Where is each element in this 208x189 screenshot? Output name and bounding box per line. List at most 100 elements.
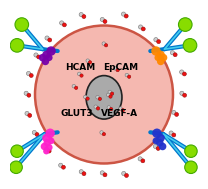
Circle shape [125,73,129,77]
Circle shape [44,147,48,151]
Circle shape [42,51,51,59]
Circle shape [157,134,165,142]
Circle shape [125,174,129,177]
Circle shape [11,145,23,157]
Circle shape [109,95,112,98]
Circle shape [80,74,83,77]
Circle shape [42,134,51,142]
Circle shape [169,131,173,135]
Circle shape [153,137,159,144]
Circle shape [45,129,55,138]
Circle shape [46,144,53,151]
Circle shape [106,93,110,97]
Circle shape [100,17,104,22]
Circle shape [124,14,128,18]
Circle shape [88,61,92,64]
Circle shape [170,51,175,55]
Circle shape [185,145,197,157]
Circle shape [157,40,161,44]
Circle shape [178,18,192,31]
Circle shape [153,144,157,149]
Circle shape [48,137,54,144]
Circle shape [141,159,145,163]
Circle shape [35,132,39,136]
Circle shape [104,44,108,47]
Circle shape [151,46,161,56]
Circle shape [160,54,167,61]
Text: EpCAM: EpCAM [103,63,139,72]
Circle shape [172,110,176,115]
Circle shape [86,59,89,62]
Circle shape [103,19,107,23]
Circle shape [96,95,99,99]
Circle shape [43,148,50,154]
Circle shape [42,58,49,65]
Text: HCAM: HCAM [65,63,95,72]
Circle shape [185,161,197,174]
Circle shape [59,21,64,25]
Circle shape [26,71,31,76]
Circle shape [172,133,176,137]
Circle shape [43,139,51,146]
Circle shape [108,90,111,94]
Circle shape [100,131,103,134]
Circle shape [46,54,53,61]
Circle shape [62,23,66,27]
Circle shape [37,55,41,59]
Circle shape [47,149,51,153]
Circle shape [102,132,105,136]
Circle shape [107,106,111,109]
Circle shape [86,97,89,100]
Circle shape [59,163,63,167]
Circle shape [41,143,48,150]
Circle shape [180,70,184,74]
Circle shape [103,173,107,177]
Circle shape [46,46,56,56]
Circle shape [82,172,86,176]
Circle shape [157,58,165,65]
Circle shape [183,93,187,97]
Circle shape [155,54,161,61]
Circle shape [61,165,65,169]
Circle shape [141,27,145,31]
Circle shape [79,170,83,174]
Circle shape [39,54,46,61]
Circle shape [128,75,131,78]
Circle shape [84,95,87,99]
Circle shape [139,25,143,29]
Circle shape [180,91,184,95]
Circle shape [32,130,36,135]
Circle shape [173,53,177,57]
Circle shape [152,129,162,138]
Circle shape [29,74,33,77]
Circle shape [102,42,105,45]
Circle shape [121,12,126,16]
Circle shape [119,107,122,110]
Circle shape [72,84,76,88]
Circle shape [116,68,119,72]
Circle shape [154,38,158,42]
Circle shape [183,39,197,52]
Circle shape [175,112,178,116]
Circle shape [122,171,126,176]
Circle shape [48,38,52,42]
Circle shape [110,92,114,95]
Circle shape [35,26,173,163]
Circle shape [25,111,29,115]
Text: GLUT3: GLUT3 [60,109,93,118]
Circle shape [15,18,28,31]
Circle shape [96,107,100,110]
Circle shape [34,53,38,57]
Circle shape [98,97,102,101]
Circle shape [182,72,186,76]
Circle shape [156,139,163,146]
Circle shape [10,161,22,174]
Circle shape [82,15,86,19]
Circle shape [45,36,49,40]
Circle shape [94,105,98,108]
Circle shape [157,51,165,59]
Circle shape [100,171,104,175]
Circle shape [74,86,78,90]
Circle shape [24,91,28,95]
Text: VEGF-A: VEGF-A [100,109,138,118]
